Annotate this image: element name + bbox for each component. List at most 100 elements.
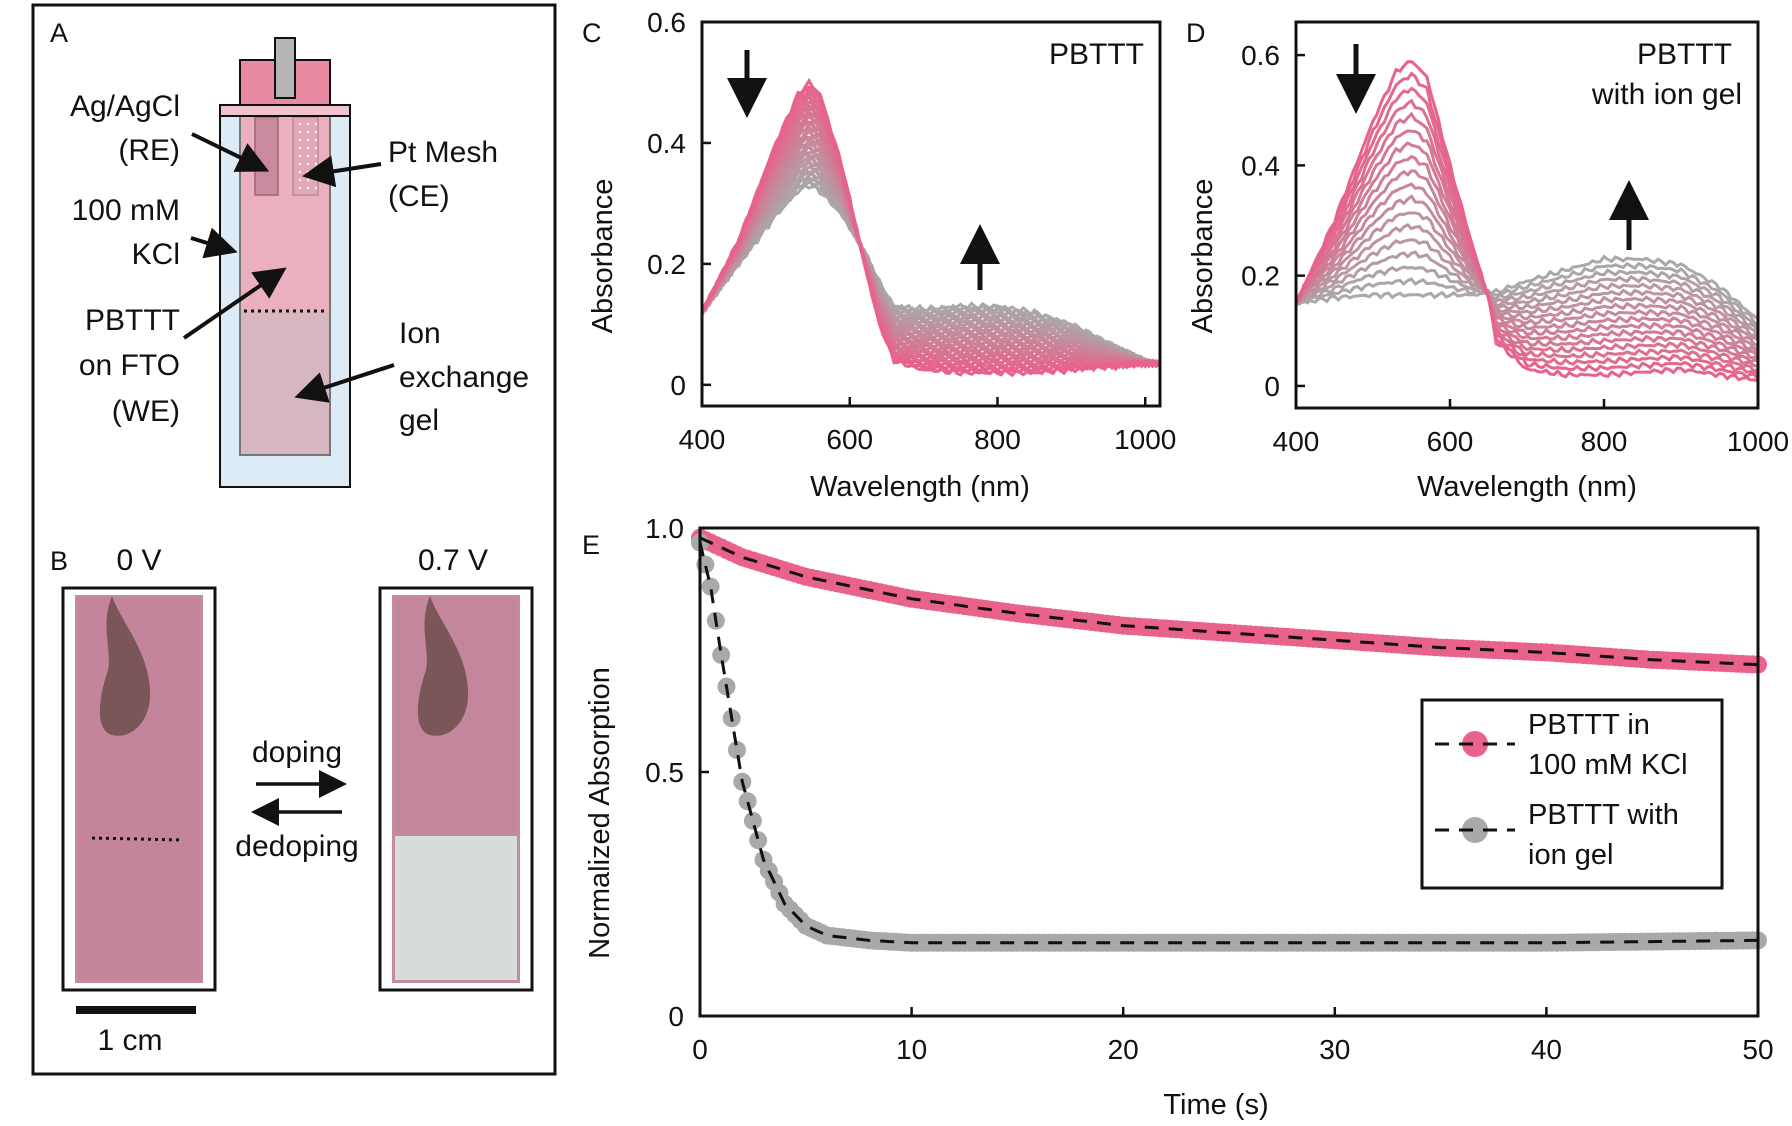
- panel-d-ytick-label: 0.6: [1241, 40, 1280, 71]
- panel-e-xtick-label: 30: [1319, 1034, 1350, 1065]
- panel-c-ytick-label: 0.4: [647, 128, 686, 159]
- panel-d-xtick-label: 1000: [1727, 426, 1789, 457]
- panel-c-xlabel: Wavelength (nm): [810, 471, 1030, 503]
- legend-gel-1: PBTTT with: [1528, 799, 1679, 831]
- label-kcl-1: 100 mM: [72, 194, 180, 227]
- panel-c-tag: PBTTT: [1049, 38, 1144, 71]
- panel-d-spectrum-line: [1295, 254, 1759, 321]
- voltage-07: 0.7 V: [418, 544, 488, 577]
- label-we-1: PBTTT: [85, 304, 180, 337]
- panel-d-spectrum-line: [1294, 261, 1759, 325]
- panel-d-spectrum-line: [1295, 250, 1760, 334]
- label-re-2: (RE): [118, 134, 180, 167]
- panel-d-spectrum-line: [1294, 98, 1759, 374]
- photo-07v: [378, 586, 534, 992]
- panel-c-xtick-label: 800: [974, 424, 1021, 455]
- panel-d-letter: D: [1186, 18, 1206, 48]
- panel-e-xtick-label: 0: [692, 1034, 708, 1065]
- panel-d-spectrum-line: [1295, 222, 1759, 338]
- label-we-2: on FTO: [79, 349, 180, 382]
- panel-c-xtick-label: 400: [679, 424, 726, 455]
- panel-c: C 400 600 800 1000 0 0.2 0.4 0.6 Wavelength (nm…: [582, 7, 1176, 503]
- label-gel-1: Ion: [399, 317, 441, 350]
- panel-c-ticks: 400 600 800 1000 0 0.2 0.4 0.6: [647, 7, 1176, 455]
- panel-e-data: [691, 528, 1767, 952]
- panel-e-point-gel: [738, 792, 757, 811]
- panel-e-fit-line-kcl: [699, 536, 1759, 667]
- panel-d-tag-2: with ion gel: [1591, 78, 1742, 111]
- panel-d-spectrum-line: [1295, 169, 1760, 354]
- panel-d: D 400 600 800 1000 0 0.2 0.4 0.6 Wavelength (nm…: [1186, 18, 1789, 503]
- label-re-1: Ag/AgCl: [70, 90, 180, 123]
- panel-d-ticks: 400 600 800 1000 0 0.2 0.4 0.6: [1241, 40, 1789, 457]
- panel-e-ytick-label: 1.0: [645, 513, 684, 544]
- panel-e-fit-line-gel: [698, 542, 1758, 945]
- panel-d-xtick-label: 600: [1427, 426, 1474, 457]
- panel-d-spectrum-line: [1295, 211, 1759, 342]
- panel-d-spectrum-line: [1294, 154, 1760, 359]
- panel-e-ticks: 0 10 20 30 40 50 0 0.5 1.0: [645, 513, 1774, 1065]
- panel-d-tag-1: PBTTT: [1637, 38, 1732, 71]
- panel-e-legend: PBTTT in 100 mM KCl PBTTT with ion gel: [1420, 698, 1724, 890]
- panel-c-letter: C: [582, 18, 602, 48]
- panel-a-letter: A: [50, 18, 68, 48]
- panel-c-spectrum-line: [700, 77, 1161, 378]
- panel-d-ytick-label: 0: [1264, 371, 1280, 402]
- panel-a: A Ag/AgCl (RE) Pt Mesh (CE) 100 mM KCl P…: [50, 18, 529, 488]
- panel-d-spectra: [1294, 60, 1760, 383]
- panel-e-xtick-label: 50: [1742, 1034, 1773, 1065]
- panel-d-spectrum-line: [1294, 86, 1759, 375]
- panel-d-spectrum-line: [1294, 111, 1759, 368]
- panel-d-spectrum-line: [1294, 129, 1759, 364]
- reference-electrode: [254, 116, 279, 196]
- panel-e-point-gel: [712, 645, 731, 664]
- panel-d-xlabel: Wavelength (nm): [1417, 471, 1637, 503]
- panel-e-point-gel: [701, 577, 720, 596]
- cell-cap-pin: [274, 37, 296, 99]
- label-gel-3: gel: [399, 404, 439, 437]
- arrow-ce: [302, 155, 382, 188]
- panel-e: E 0 10 20 30 40 50 0 0.5 1.0 Time (s) Normalized…: [582, 513, 1774, 1121]
- panel-d-ytick-label: 0.4: [1241, 150, 1280, 181]
- dedoping-label: dedoping: [235, 830, 358, 863]
- scale-bar-label: 1 cm: [97, 1024, 162, 1057]
- panel-d-ylabel: Absorbance: [1187, 179, 1219, 334]
- panel-c-ylabel: Absorbance: [587, 179, 619, 334]
- cell-diagram: [219, 37, 351, 488]
- panel-c-ytick-label: 0: [670, 370, 686, 401]
- pt-mesh-electrode: [292, 116, 319, 196]
- panel-c-xtick-label: 600: [826, 424, 873, 455]
- panel-c-ytick-label: 0.2: [647, 249, 686, 280]
- ion-exchange-gel: [240, 311, 330, 455]
- panel-c-spectra: [700, 77, 1162, 378]
- panel-d-xtick-label: 800: [1581, 426, 1628, 457]
- panel-b-letter: B: [50, 546, 68, 576]
- panel-d-spectrum-line: [1294, 60, 1759, 383]
- panel-e-xlabel: Time (s): [1163, 1089, 1268, 1121]
- panel-e-point-gel: [749, 831, 768, 850]
- label-kcl-2: KCl: [132, 238, 180, 271]
- panel-d-spectrum-line: [1294, 194, 1759, 347]
- panel-e-xtick-label: 20: [1108, 1034, 1139, 1065]
- legend-kcl-2: 100 mM KCl: [1528, 749, 1688, 781]
- panel-d-xtick-label: 400: [1273, 426, 1320, 457]
- panel-d-spectrum-line: [1294, 182, 1759, 351]
- label-gel-2: exchange: [399, 361, 529, 394]
- panel-e-xtick-label: 10: [896, 1034, 927, 1065]
- panels-ab-frame: [31, 3, 557, 1076]
- panel-b: B 0 V 0.7 V doping dedoping 1 cm: [50, 544, 534, 1057]
- panel-e-ylabel: Normalized Absorption: [584, 667, 616, 959]
- panel-d-ytick-label: 0.2: [1241, 261, 1280, 292]
- panel-d-spectrum-line: [1294, 141, 1759, 360]
- legend-box: [1420, 698, 1724, 890]
- label-ce-1: Pt Mesh: [388, 136, 498, 169]
- panel-e-letter: E: [582, 530, 600, 560]
- legend-kcl-1: PBTTT in: [1528, 709, 1650, 741]
- panel-e-point-gel: [743, 811, 762, 830]
- cell-cap-rim: [219, 104, 351, 117]
- arrow-kcl: [190, 227, 238, 259]
- panel-d-spectrum-line: [1294, 71, 1760, 381]
- panel-e-point-gel: [728, 741, 746, 759]
- panel-d-spectrum-line: [1295, 265, 1759, 328]
